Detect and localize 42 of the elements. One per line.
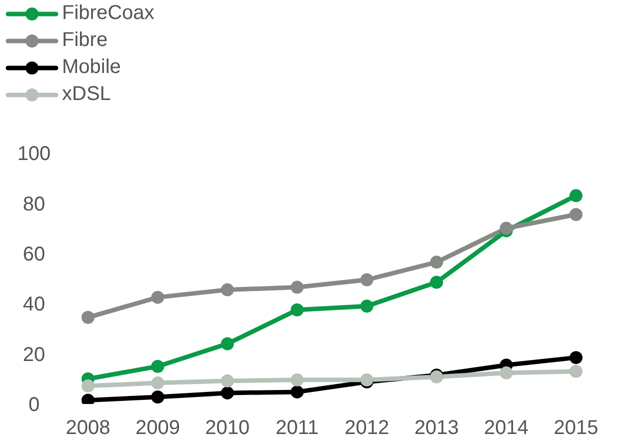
y-tick-label: 80 <box>22 193 46 216</box>
x-tick-label: 2013 <box>414 417 459 440</box>
point <box>290 303 304 316</box>
x-tick-label: 2009 <box>135 417 180 440</box>
point <box>290 385 304 398</box>
y-tick-label: 60 <box>22 244 46 266</box>
point <box>220 283 234 296</box>
legend-label: xDSL <box>62 83 111 106</box>
point <box>151 290 164 304</box>
legend-label: Mobile <box>62 56 121 79</box>
y-tick-label: 40 <box>22 294 46 316</box>
point <box>82 310 94 324</box>
point <box>570 351 582 364</box>
point <box>220 386 234 400</box>
x-tick-label: 2010 <box>205 417 250 440</box>
point <box>151 390 164 404</box>
point <box>360 300 374 313</box>
point <box>220 374 234 388</box>
point <box>430 256 444 269</box>
point <box>570 189 582 202</box>
point <box>570 208 582 221</box>
x-tick-label: 2012 <box>344 417 390 440</box>
point <box>151 376 164 390</box>
y-tick-label: 0 <box>28 394 40 416</box>
legend-label: Fibre <box>62 29 108 52</box>
x-tick-label: 2015 <box>554 417 598 440</box>
point <box>430 276 444 289</box>
legend-label: FibreCoax <box>62 2 154 25</box>
point <box>151 360 164 373</box>
point <box>500 222 513 235</box>
point <box>290 373 304 386</box>
x-tick-label: 2008 <box>66 417 110 440</box>
point <box>360 273 374 286</box>
point <box>570 364 582 378</box>
x-tick-label: 2011 <box>276 417 319 440</box>
point <box>290 280 304 294</box>
x-tick-label: 2014 <box>484 417 529 440</box>
point <box>220 337 234 350</box>
y-tick-label: 100 <box>17 143 51 166</box>
point <box>500 366 513 380</box>
point <box>82 379 94 392</box>
y-tick-label: 20 <box>22 344 46 366</box>
